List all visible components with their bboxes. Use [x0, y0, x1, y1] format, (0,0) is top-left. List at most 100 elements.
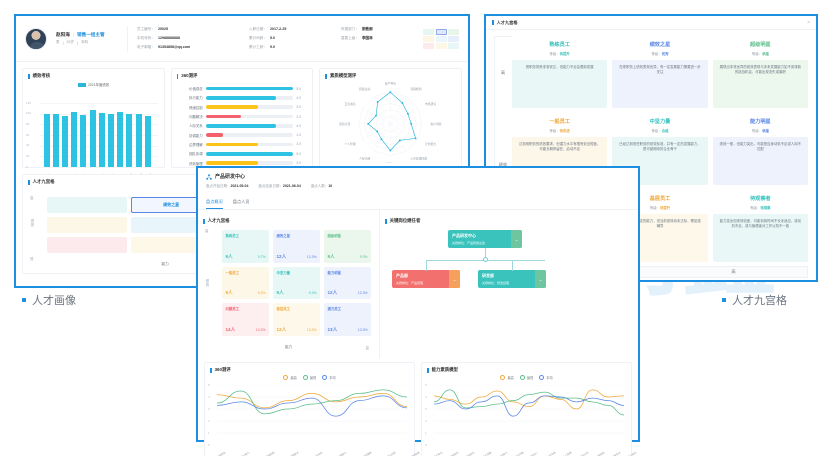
nine-box-thumbnail[interactable] [423, 29, 459, 49]
org-connector [426, 259, 427, 271]
cell-level-value: 卓越 [762, 51, 769, 56]
nine-box-detail-cell[interactable]: 中坚力量 等级：合格 已经达到现任职务的绩效标准，并有一定的发展能力，是可被期待的企… [612, 113, 708, 185]
dept-nine-box-cell[interactable]: 问题员工 14人 14.3% [222, 303, 269, 336]
x-axis-label: 高 [731, 269, 736, 274]
legend-item[interactable]: 平均 [539, 375, 553, 380]
chevron-down-icon[interactable]: ⌄ [511, 230, 522, 248]
y-tick-label: 2 [425, 419, 427, 423]
legend-item[interactable]: 平均 [322, 375, 336, 380]
org-node-subtitle: 关键岗位：研发经理 [482, 281, 510, 285]
succession-section: 关键岗位继任者 产品研发中心 关键岗位：产品研发总监 ⌄ 产品部 关键岗位：产品经理 ⌄ 研… [380, 210, 638, 358]
field-label: 入职日期： [249, 27, 267, 31]
assessment-score: 5.0 [296, 151, 302, 156]
nine-box-detail-cell[interactable]: 超级明星 等级：卓越 展现出非常优异的绩效表现与未来发展能力如不安排新的挑战机会，可… [712, 36, 808, 108]
chevron-down-icon[interactable]: ⌄ [449, 270, 460, 288]
collapse-toggle-icon[interactable]: − [482, 257, 488, 262]
tab-overview[interactable]: 盘点概况 [206, 196, 223, 209]
dept-nine-box-cell[interactable]: 能力明星 12人 12.3% [324, 266, 371, 300]
y-axis-label: 绩效 [205, 279, 210, 287]
assessment-fill [205, 151, 294, 156]
dept-nine-box-cell[interactable]: 绩效之星 12人 12.3% [273, 230, 320, 263]
y-tick-label: 2 [208, 419, 210, 423]
employee-field-list: 员工编号： 20025 手机号码： 12988888888 电子邮箱： 91354858@… [137, 27, 459, 50]
cell-count: 9人 [327, 253, 335, 259]
cell-percent: 9.7% [257, 254, 266, 259]
dept-nine-box-cell[interactable]: 潜力员工 13人 13.3% [324, 303, 371, 336]
legend-item[interactable]: 最低 [519, 375, 533, 380]
cell-stats: 12人 12.3% [277, 254, 317, 260]
department-title-row: 产品研发中心 [206, 173, 630, 180]
x-tick-label: 解决问题 [513, 451, 525, 456]
assessment360-card: 360测评 价值观念 5.0 执行能力 4.0 情绪控制 3.0 问题解决 2.0 人际关系 4.… [170, 68, 314, 168]
legend-item[interactable]: 最低 [302, 375, 316, 380]
dept-nine-box-cell[interactable]: 中坚力量 9人 9.3% [273, 266, 320, 300]
nine-box-detail-cell[interactable]: 绩效之星 等级：优秀 在现职务上绩效表现优异，有一定发展能力需要进一步关注 [612, 36, 708, 108]
bar [135, 114, 142, 167]
department-tabs: 盘点概况 盘点人员 [198, 196, 638, 210]
bar [117, 111, 124, 167]
assessment-fill [205, 96, 276, 100]
org-node[interactable]: 产品研发中心 关键岗位：产品研发总监 ⌄ [448, 230, 522, 248]
dept-nine-box-cell[interactable]: 超级明星 9人 9.3% [324, 230, 371, 263]
department-nine-box-title: 人才九宫格 [198, 214, 379, 226]
assessment-row: 绩效管理 3.0 [179, 158, 306, 167]
radar-axis-label: 个人管理 [345, 142, 356, 146]
field-value: 销售部 [361, 27, 373, 31]
nine-box-cell[interactable] [47, 217, 128, 233]
series-line [433, 389, 625, 416]
nine-box-detail-cell[interactable]: 熟练员工 等级：待提升 现职务熟悉非常安达，但能力不足会限制发展 [512, 36, 608, 108]
series-line [216, 395, 408, 417]
radar-svg: 客户导向营销规划市场研究客户洞察计划能力公关处理问题带领力 人际沟通 个人管理 组织认… [339, 82, 442, 166]
employee-name: 赵阳海 [56, 31, 70, 37]
legend-item[interactable]: 最高 [500, 375, 514, 380]
field-column: 所属部门： 销售部 直属上级： 李国林 [341, 27, 425, 50]
assessment-track [205, 161, 294, 165]
assessment-score: 5.0 [296, 86, 302, 91]
nine-box-cell[interactable] [131, 217, 212, 233]
close-icon[interactable]: × [807, 19, 810, 26]
chart-model-legend: 最高 最低 平均 [422, 375, 631, 380]
nine-box-thumb-cell [435, 36, 447, 42]
bar [52, 113, 59, 167]
assessment360-rows: 价值观念 5.0 执行能力 4.0 情绪控制 3.0 问题解决 2.0 人际关系 4.0 协调能力 1… [172, 81, 313, 168]
assessment-row: 情绪控制 3.0 [179, 103, 306, 112]
assessment-row: 人际关系 4.0 [179, 121, 306, 130]
tab-members[interactable]: 盘点人员 [232, 199, 250, 204]
org-node[interactable]: 研发部 关键岗位：研发经理 ⌄ [478, 270, 546, 288]
org-node[interactable]: 产品部 关键岗位：产品经理 ⌄ [392, 270, 460, 288]
dept-nine-box-cell[interactable]: 熟练员工 9人 9.7% [222, 230, 269, 263]
x-axis-label: 能力 [284, 345, 293, 349]
assessment-fill [205, 142, 259, 147]
org-connector [485, 248, 486, 260]
nine-box-cell[interactable] [47, 237, 128, 253]
employee-identity: 赵阳海 | 销售一组主管 男 | 26岁 | 本科 [56, 32, 118, 46]
assessment-score: 2.0 [296, 114, 302, 119]
cell-description: 已经达到现任职务的绩效标准，并有一定的发展能力，是可被期待的企业骨干 [619, 141, 701, 151]
assessment-label: 协调能力 [189, 133, 203, 138]
field-label: 电子邮箱： [137, 45, 155, 49]
chevron-down-icon[interactable]: ⌄ [535, 270, 546, 288]
org-node-title: 产品研发中心 [452, 233, 476, 238]
nine-box-cell[interactable] [131, 237, 212, 253]
legend-label: 2021年度绩效 [88, 83, 110, 87]
dept-nine-box-cell[interactable]: 基层员工 13人 13.3% [273, 303, 320, 336]
nine-box-thumb-cell [423, 29, 434, 35]
cell-description: 现职务熟悉非常安达，但能力不足会限制发展 [525, 64, 594, 69]
nine-box-detail-cell[interactable]: 待观察者 等级：待观察 能力突出但绩效较差，可能到岗时间不长未适应，或动机不足，或与… [712, 190, 808, 262]
dept-nine-box-cell[interactable]: 一般员工 9人 9.3% [222, 266, 269, 300]
department-meta: 盘点开始日期：2021-05-04 盘点结束日期：2021-06-04 盘点人数：1… [206, 184, 630, 189]
avatar [25, 27, 47, 50]
assessment-track [205, 105, 294, 110]
legend-item[interactable]: 最高 [283, 375, 297, 380]
cell-stats: 9人 9.3% [277, 290, 317, 296]
x-tick-label: 积极主动 [610, 451, 622, 456]
meta-label: 盘点人数： [310, 184, 329, 188]
radar-axis-label: 人际沟通 [360, 156, 371, 160]
profile-field: 累计工龄： 9.0 [249, 45, 335, 50]
cell-percent: 12.3% [306, 254, 317, 259]
nine-box-detail-header: 人才九宫格 × [486, 16, 816, 30]
org-node-subtitle: 关键岗位：产品经理 [396, 281, 424, 285]
nine-box-detail-cell[interactable]: 能力明星 等级：卓越 绩效一般，但能力突出，可能是自身动机不足或人岗不匹配 [712, 113, 808, 185]
nine-box-cell[interactable] [47, 197, 128, 213]
x-tick-label: 边界理解 [361, 451, 372, 456]
